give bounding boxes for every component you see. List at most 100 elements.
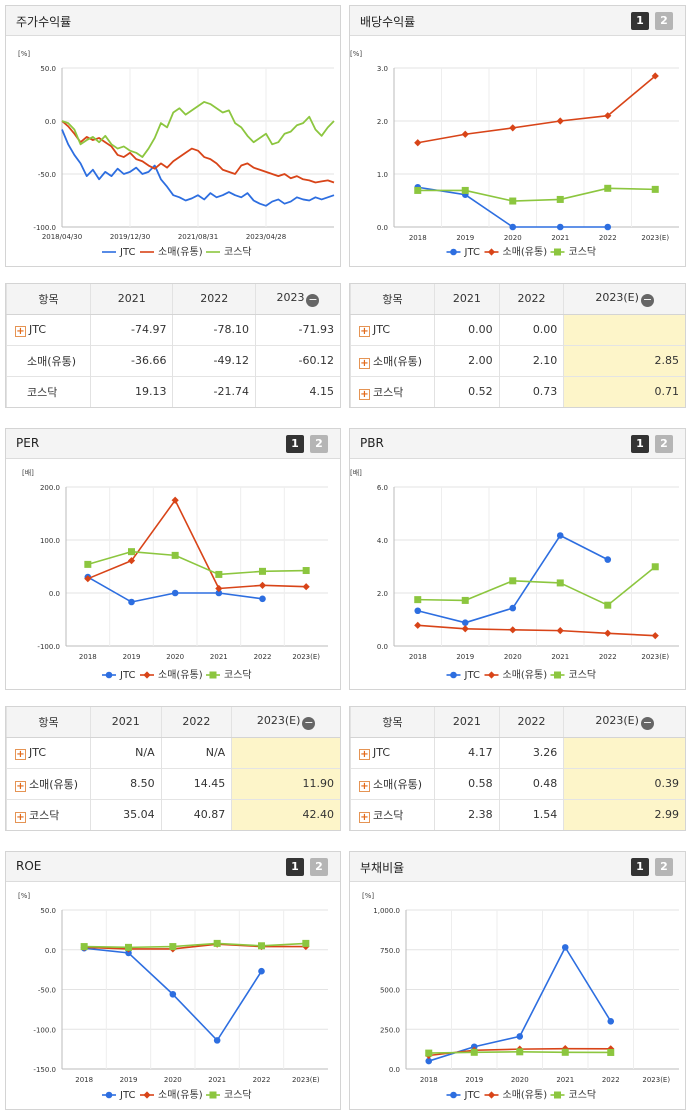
- row-label[interactable]: + 소매(유통): [350, 767, 435, 799]
- table-cell: [563, 736, 685, 768]
- x-tick-label: 2021/08/31: [178, 233, 218, 241]
- table-row: + 코스닥 2.38 1.54 2.99: [350, 798, 685, 830]
- collapse-icon[interactable]: −: [302, 715, 316, 730]
- roe-panel: ROE 1 2 [%] 50.0 0.0 -50.0 -100.0 -150.0 2018 2…: [5, 851, 341, 1110]
- data-point: [425, 1057, 433, 1065]
- table-cell: [563, 313, 685, 345]
- row-label[interactable]: + JTC: [350, 736, 435, 768]
- expand-icon[interactable]: +: [359, 780, 370, 792]
- data-point: [414, 621, 422, 629]
- data-point: [516, 1048, 524, 1056]
- y-tick-label: 1.0: [377, 171, 388, 179]
- page-2-button[interactable]: 2: [655, 435, 673, 453]
- page-2-button[interactable]: 2: [655, 858, 673, 876]
- data-point: [509, 626, 517, 634]
- col-header: 2022: [498, 707, 564, 738]
- x-tick-label: 2021: [551, 234, 569, 242]
- table-row: + 코스닥 35.04 40.87 42.40: [6, 798, 340, 830]
- series-line-jtc: [417, 186, 608, 228]
- data-point: [604, 112, 612, 120]
- table-cell: N/A: [160, 736, 232, 768]
- price-return-table: 항목 2021 2022 2023− + JTC -74.97 -78.10 -7…: [5, 283, 341, 408]
- page-1-button[interactable]: 1: [286, 435, 304, 453]
- x-tick-label: 2022: [253, 1076, 271, 1084]
- legend-label-retail: 소매(유통): [503, 669, 548, 681]
- unit-label: [%]: [362, 892, 374, 900]
- data-point: [509, 223, 517, 231]
- page-1-button[interactable]: 1: [631, 435, 649, 453]
- col-header: 2021: [90, 707, 162, 738]
- data-point: [651, 632, 659, 640]
- table-cell: 0.71: [563, 375, 685, 407]
- table-cell: 3.26: [498, 736, 564, 768]
- expand-icon[interactable]: +: [359, 357, 370, 369]
- series-line-jtc: [61, 129, 335, 207]
- row-label[interactable]: + 소매(유통): [350, 344, 435, 376]
- collapse-icon[interactable]: −: [306, 292, 320, 307]
- data-point: [461, 596, 469, 604]
- series-line-kosdaq: [87, 550, 307, 576]
- page-2-button[interactable]: 2: [655, 12, 673, 30]
- col-header: 2021: [434, 707, 500, 738]
- collapse-icon[interactable]: −: [640, 715, 654, 730]
- y-tick-label: 100.0: [40, 537, 60, 545]
- series-line-jtc: [428, 946, 612, 1062]
- expand-icon[interactable]: +: [15, 780, 26, 792]
- table-header-row: 항목 2021 2022 2023−: [6, 284, 340, 315]
- data-point: [414, 186, 422, 194]
- per-table: 항목 2021 2022 2023(E) − + JTC N/A N/A + 소매(유…: [5, 706, 341, 831]
- pbr-table: 항목 2021 2022 2023(E) − + JTC 4.17 3.26 + 소매…: [349, 706, 686, 831]
- x-tick-label: 2019: [120, 1076, 138, 1084]
- table-cell: -71.93: [254, 313, 340, 345]
- data-point: [516, 1033, 524, 1040]
- table-cell: 11.90: [231, 767, 340, 799]
- table-cell: [231, 736, 340, 768]
- page-2-button[interactable]: 2: [310, 435, 328, 453]
- series-line-retail: [84, 943, 306, 950]
- col-header-2023e: 2023(E) −: [563, 707, 685, 738]
- collapse-icon[interactable]: −: [640, 292, 654, 307]
- panel-header: PBR 1 2: [350, 429, 685, 459]
- row-label[interactable]: + JTC: [350, 313, 435, 345]
- table-row: + 코스닥 0.52 0.73 0.71: [350, 375, 685, 407]
- data-point: [171, 589, 179, 597]
- table-cell: -78.10: [172, 313, 256, 345]
- table-cell: 0.58: [434, 767, 500, 799]
- debt-ratio-chart: [%] 1,000.0 750.0 500.0 250.0 0.0 2018 2019 2020…: [362, 892, 679, 1101]
- page-2-button[interactable]: 2: [310, 858, 328, 876]
- row-label[interactable]: + 코스닥: [6, 798, 91, 830]
- x-tick-label: 2019: [465, 1076, 483, 1084]
- row-label[interactable]: + 코스닥: [350, 798, 435, 830]
- row-label[interactable]: + JTC: [6, 313, 91, 345]
- expand-icon[interactable]: +: [359, 748, 370, 760]
- unit-label: [배]: [22, 468, 34, 477]
- col-header-2023e: 2023(E) −: [231, 707, 340, 738]
- y-tick-label: 2.0: [377, 118, 388, 126]
- data-point: [604, 184, 612, 192]
- row-label[interactable]: + 코스닥: [350, 375, 435, 407]
- table-row: 소매(유통) -36.66 -49.12 -60.12: [6, 344, 340, 376]
- data-point: [450, 1091, 457, 1099]
- expand-icon[interactable]: +: [15, 748, 26, 760]
- y-tick-label: -100.0: [37, 643, 60, 651]
- page-1-button[interactable]: 1: [631, 858, 649, 876]
- series-line-kosdaq: [417, 566, 656, 606]
- row-label[interactable]: + JTC: [6, 736, 91, 768]
- data-point: [209, 671, 217, 679]
- data-point: [487, 1091, 496, 1099]
- col-header: 2022: [160, 707, 232, 738]
- row-label[interactable]: + 소매(유통): [6, 767, 91, 799]
- data-point: [143, 671, 151, 679]
- page-1-button[interactable]: 1: [631, 12, 649, 30]
- expand-icon[interactable]: +: [15, 811, 26, 823]
- expand-icon[interactable]: +: [359, 325, 370, 337]
- page-1-button[interactable]: 1: [286, 858, 304, 876]
- dividend-yield-panel: 배당수익률 1 2 [%] 3.0 2.0 1.0 0.0 2018 2019 2020 202…: [349, 5, 686, 267]
- expand-icon[interactable]: +: [359, 388, 370, 400]
- expand-icon[interactable]: +: [15, 325, 26, 337]
- y-tick-label: -150.0: [33, 1066, 56, 1074]
- data-point: [425, 1049, 433, 1057]
- expand-icon[interactable]: +: [359, 811, 370, 823]
- y-tick-label: -100.0: [33, 224, 56, 232]
